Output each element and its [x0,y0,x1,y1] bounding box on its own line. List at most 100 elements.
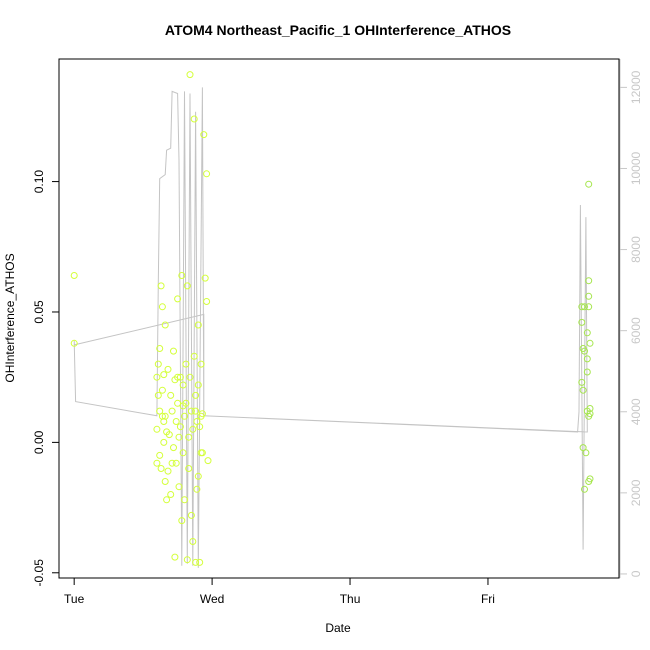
data-point [194,472,202,480]
data-point [154,360,162,368]
data-point [161,321,169,329]
y2-tick-label: 8000 [629,236,643,263]
data-point [176,373,184,381]
data-point [193,485,201,493]
data-point [158,303,166,311]
y-tick-label: -0.05 [32,559,46,587]
data-point [583,329,591,337]
data-point [178,272,186,279]
data-point [203,170,211,178]
data-point [183,282,191,290]
data-point [161,412,169,420]
data-point [168,459,176,467]
data-point [158,412,166,420]
data-point [164,467,172,475]
data-point [586,405,594,412]
x-axis: Tue Wed Thu Fri [64,577,495,606]
data-point [156,451,164,459]
data-point [178,517,186,525]
data-point [586,410,594,418]
data-point [70,339,78,347]
data-point [167,391,175,399]
y-axis-left: -0.05 0.00 0.05 0.10 [32,170,59,587]
data-point [163,496,171,504]
data-point [168,407,176,415]
data-point [194,321,202,329]
data-point [182,360,190,368]
data-point [190,352,198,360]
data-point [579,386,587,394]
data-point [158,386,166,394]
y2-tick-label: 0 [629,570,643,577]
data-point [189,425,197,433]
data-point [153,425,161,433]
x-axis-label: Date [325,621,351,635]
data-point [196,423,204,431]
data-point [172,418,180,425]
data-point [153,459,161,467]
data-point [198,410,206,418]
data-point [201,274,209,282]
y-tick-label: 0.00 [32,430,46,454]
data-point [192,407,200,415]
data-point [165,431,173,439]
data-point [581,485,588,493]
data-point [586,339,594,347]
data-point [167,491,175,498]
data-point [579,444,587,452]
data-point [578,318,586,326]
data-point [175,483,183,491]
series-points-group [70,71,594,566]
data-point [187,511,195,519]
data-point [185,465,193,472]
data-point [578,378,586,386]
data-point [154,391,162,399]
data-point [187,407,195,415]
data-point [181,412,188,420]
data-point [174,295,182,303]
chart-title: ATOM4 Northeast_Pacific_1 OHInterference… [165,22,511,38]
data-point [585,292,593,300]
data-point [197,449,205,457]
data-point [175,433,183,441]
series-line-group [73,87,588,568]
data-point [153,373,161,381]
data-point [176,423,184,431]
data-point [583,368,591,376]
x-tick-label: Tue [64,592,85,606]
x-tick-label: Fri [481,592,495,606]
data-point [586,475,594,483]
y2-tick-label: 2000 [629,479,643,506]
data-point [197,360,205,368]
data-point [160,438,168,446]
data-point [190,115,198,123]
plot-frame [58,58,620,579]
y2-tick-label: 10000 [629,151,643,185]
y2-tick-label: 6000 [629,317,643,344]
series-line [73,87,588,568]
x-tick-label: Wed [200,592,224,606]
data-point [196,558,204,566]
y2-tick-label: 12000 [629,70,643,104]
data-point [581,347,588,355]
data-point [186,373,194,381]
data-point [578,303,586,311]
y-tick-label: 0.05 [32,300,46,324]
data-point [157,282,165,290]
data-point [583,355,591,363]
y-axis-label: OHInterference_ATHOS [3,253,17,382]
data-point [160,418,168,425]
y-axis-right: 0 2000 4000 6000 8000 10000 12000 [620,70,643,577]
data-point [581,303,588,311]
data-point [585,277,593,285]
data-point [194,381,202,389]
data-point [70,272,78,279]
data-point [189,538,197,545]
data-point [200,131,208,139]
data-point [161,478,169,485]
data-point [181,496,188,504]
y2-tick-label: 4000 [629,398,643,425]
data-point [170,347,177,355]
data-point [585,180,593,188]
data-point [585,303,593,311]
